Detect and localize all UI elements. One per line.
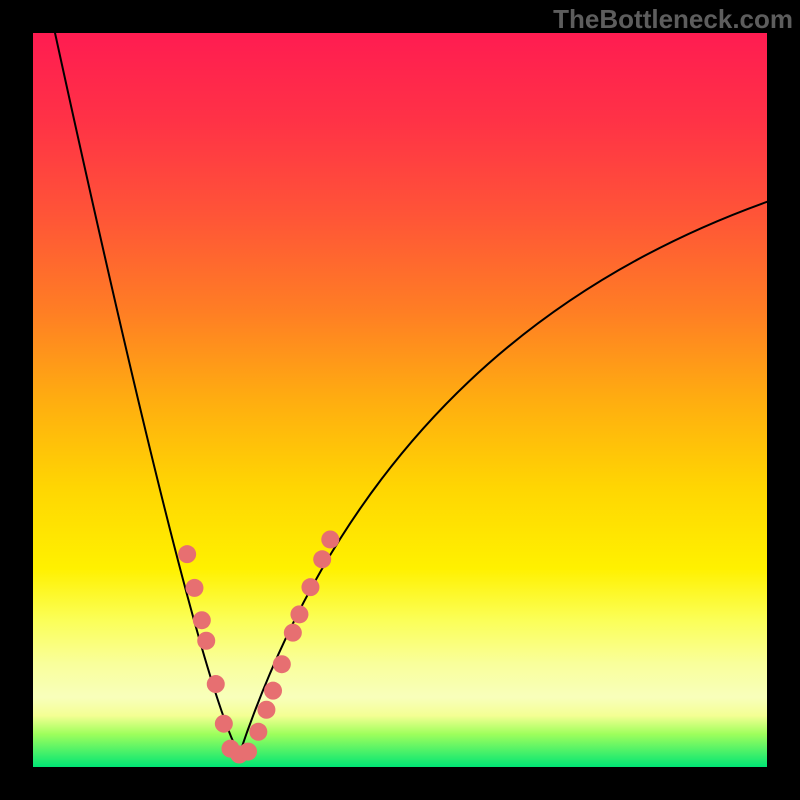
data-marker: [273, 655, 291, 673]
data-marker: [321, 530, 339, 548]
data-marker: [215, 715, 233, 733]
data-marker: [284, 624, 302, 642]
data-marker: [207, 675, 225, 693]
data-marker: [193, 611, 211, 629]
data-marker: [185, 579, 203, 597]
gradient-background: [33, 33, 767, 767]
data-marker: [249, 723, 267, 741]
data-marker: [178, 545, 196, 563]
watermark: TheBottleneck.com: [553, 4, 793, 35]
data-marker: [301, 578, 319, 596]
data-marker: [290, 605, 308, 623]
data-marker: [239, 743, 257, 761]
plot-area: [33, 33, 767, 767]
chart-svg: [33, 33, 767, 767]
data-marker: [264, 682, 282, 700]
data-marker: [257, 701, 275, 719]
data-marker: [197, 632, 215, 650]
data-marker: [313, 550, 331, 568]
